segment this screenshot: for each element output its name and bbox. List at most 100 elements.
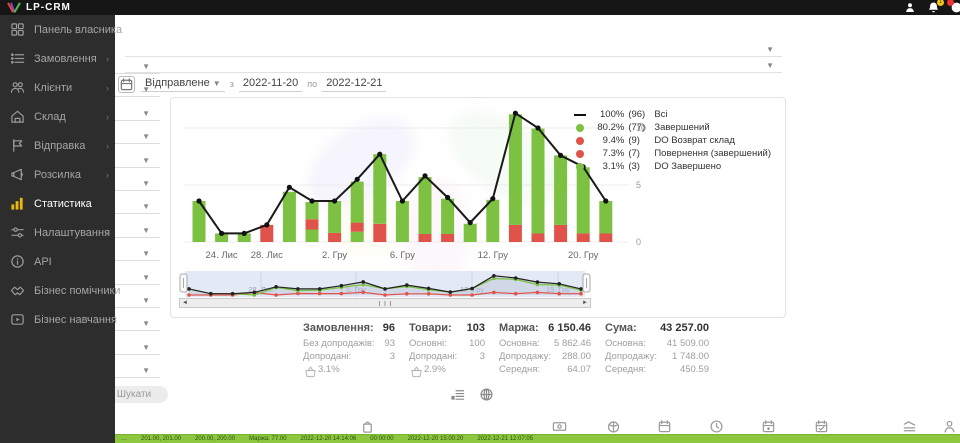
- calendar-dot-icon[interactable]: [761, 419, 776, 434]
- table-cell: 2022-12-20 14:14:06: [300, 436, 357, 442]
- chevron-down-icon: ▼: [766, 61, 774, 70]
- chevron-down-icon: ▼: [142, 62, 150, 71]
- svg-text:24. Лис: 24. Лис: [206, 250, 238, 261]
- legend-item-1[interactable]: 80.2% (77) Завершений: [574, 121, 771, 134]
- legend-item-4[interactable]: 3.1% (3) DO Завершено: [574, 160, 771, 173]
- notification-badge: 1: [937, 0, 944, 6]
- sidebar-item-2[interactable]: Клієнти ›: [0, 73, 115, 102]
- date-to-input[interactable]: 2022-12-21: [322, 76, 387, 92]
- table-cell: …: [121, 436, 127, 442]
- table-cell: 2022-12-21 12:07:05: [477, 436, 534, 442]
- sidebar-item-label: Панель власника: [34, 23, 123, 36]
- stat-column-1: Товари: 103 Основні: 100 Допродані: 3 2.9%: [409, 322, 485, 377]
- sidebar-item-7[interactable]: Налаштування ›: [0, 218, 115, 247]
- svg-text:0: 0: [636, 237, 641, 247]
- navigator-chart[interactable]: 28. Лис 5. Гру 12. Гру 19. Гру: [179, 270, 591, 298]
- sidebar-item-1[interactable]: Замовлення ›: [0, 44, 115, 73]
- top-select-2[interactable]: ▼: [125, 57, 782, 73]
- user-icon[interactable]: [904, 1, 917, 14]
- stat-row-value: 100: [469, 338, 485, 349]
- stat-value: 43 257.00: [660, 322, 709, 334]
- sidebar-item-10[interactable]: Бізнес навчання: [0, 305, 117, 334]
- table-cell: 2022-12-20 15:00:20: [407, 436, 464, 442]
- calendar-icon[interactable]: [657, 419, 672, 434]
- sidebar-item-6[interactable]: Статистика: [0, 189, 115, 218]
- orders-chart[interactable]: 0 5 10 24. Лис 28. Лис 2. Гру 6. Гру 12. Гру 20.…: [177, 102, 777, 270]
- sidebar-item-9[interactable]: Бізнес помічники: [0, 276, 120, 305]
- svg-text:20. Гру: 20. Гру: [568, 250, 599, 261]
- legend-dot-swatch: [576, 149, 585, 158]
- stat-row-label: Основна:: [605, 338, 646, 349]
- lp-crm-logo-icon: [7, 1, 21, 13]
- calendar-button[interactable]: [118, 75, 135, 93]
- stat-value: 6 150.46: [548, 322, 591, 334]
- chevron-down-icon: ▼: [142, 225, 150, 235]
- stat-title: Маржа:: [499, 322, 539, 334]
- date-from-input[interactable]: 2022-11-20: [238, 76, 303, 92]
- legend-dot-swatch: [576, 136, 585, 145]
- api-icon: [10, 254, 25, 269]
- chart-lines-icon[interactable]: [902, 419, 917, 434]
- calendar-check-icon[interactable]: [814, 419, 829, 434]
- pie-view-toggle[interactable]: [479, 387, 494, 402]
- search-button[interactable]: Шукати: [100, 386, 168, 403]
- sidebar-item-4[interactable]: Відправка ›: [0, 131, 115, 160]
- sidebar-item-label: Бізнес помічники: [34, 284, 121, 297]
- scroll-grip[interactable]: [379, 301, 391, 306]
- sidebar-item-0[interactable]: Панель власника: [0, 15, 122, 44]
- legend-label: Повернення (завершений): [654, 148, 771, 159]
- statistics-chart-card: 0 5 10 24. Лис 28. Лис 2. Гру 6. Гру 12. Гру 20.…: [170, 92, 786, 318]
- business-helpers-icon: [10, 283, 25, 298]
- stat-title: Товари:: [409, 322, 452, 334]
- svg-text:5: 5: [636, 180, 641, 190]
- stat-column-3: Сума: 43 257.00 Основна: 41 509.00 Допродажу…: [605, 322, 709, 376]
- bell-icon[interactable]: 1: [927, 0, 944, 14]
- chevron-right-icon: ›: [106, 140, 109, 151]
- clock-icon[interactable]: [709, 419, 724, 434]
- sidebar-item-label: Клієнти: [34, 81, 73, 94]
- stat-row-value: 93: [384, 338, 395, 349]
- stat-row-label: Основні:: [409, 338, 447, 349]
- sidebar-item-8[interactable]: API: [0, 247, 115, 276]
- sidebar-item-label: Замовлення: [34, 52, 97, 65]
- chevron-down-icon: ▼: [142, 272, 150, 282]
- stat-row-value: 3: [479, 351, 485, 362]
- chevron-down-icon: ▼: [142, 296, 150, 305]
- status-type-select[interactable]: Відправлене ▼: [141, 76, 225, 92]
- sidebar-item-label: Розсилка: [34, 168, 82, 181]
- svg-text:12. Гру: 12. Гру: [478, 250, 509, 261]
- chevron-down-icon: ▼: [142, 202, 150, 212]
- table-cell: 00:00:00: [370, 436, 394, 442]
- stat-row-label: Допродажу:: [605, 351, 658, 362]
- scroll-left-arrow[interactable]: ◄: [182, 300, 188, 306]
- stat-row-value: 64.07: [567, 364, 591, 375]
- legend-item-0[interactable]: 100% (96) Всі: [574, 108, 771, 121]
- table-cell: 201.00, 201.00: [141, 436, 182, 442]
- status-type-label: Відправлене: [145, 77, 210, 89]
- list-view-toggle[interactable]: [450, 387, 465, 402]
- sidebar-item-5[interactable]: Розсилка ›: [0, 160, 115, 189]
- partial-icon[interactable]: [947, 0, 960, 14]
- table-row[interactable]: … 201.00, 201.00 200.00, 200.00 Маржа: 77.0…: [115, 434, 960, 443]
- chevron-down-icon: ▼: [142, 85, 150, 95]
- bag-icon[interactable]: [360, 419, 375, 434]
- legend-dot-swatch: [576, 123, 585, 132]
- sidebar-item-label: API: [34, 255, 52, 268]
- legend-item-3[interactable]: 7.3% (7) Повернення (завершений): [574, 147, 771, 160]
- settings-icon: [10, 225, 25, 240]
- scroll-right-arrow[interactable]: ►: [582, 300, 588, 306]
- logo[interactable]: LP-CRM: [0, 1, 71, 14]
- shipping-icon: [10, 138, 25, 153]
- navigator-scrollbar[interactable]: ◄ ►: [179, 298, 591, 308]
- sidebar-item-3[interactable]: Склад ›: [0, 102, 115, 131]
- legend-line-swatch: [574, 113, 587, 116]
- legend-item-2[interactable]: 9.4% (9) DO Возврат склад: [574, 134, 771, 147]
- svg-text:6. Гру: 6. Гру: [390, 250, 415, 261]
- banknote-icon[interactable]: [552, 419, 567, 434]
- person-icon[interactable]: [942, 419, 957, 434]
- table-cell: Маржа: 77.00: [249, 436, 287, 442]
- gift-icon[interactable]: [606, 419, 621, 434]
- top-select-1[interactable]: ▼: [125, 41, 782, 57]
- view-toggles: [450, 387, 494, 402]
